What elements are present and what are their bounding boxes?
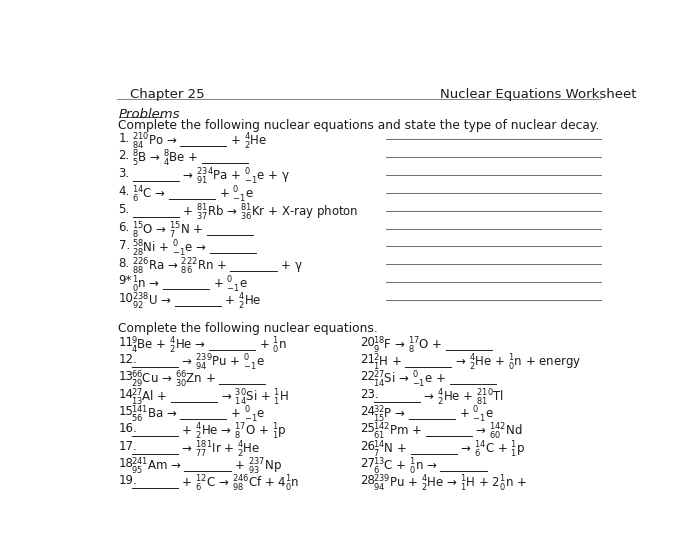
Text: $\mathregular{^{15}_{8}}$O → $\mathregular{^{15}_{7}}$N + ________: $\mathregular{^{15}_{8}}$O → $\mathregul… [132, 221, 256, 241]
Text: $\mathregular{^{210}_{84}}$Po → ________ + $\mathregular{^{4}_{2}}$He: $\mathregular{^{210}_{84}}$Po → ________… [132, 131, 267, 152]
Text: 19.: 19. [118, 474, 137, 487]
Text: $\mathregular{^{8}_{5}}$B → $\mathregular{^{8}_{4}}$Be + ________: $\mathregular{^{8}_{5}}$B → $\mathregula… [132, 149, 251, 169]
Text: $\mathregular{^{66}_{29}}$Cu → $\mathregular{^{66}_{30}}$Zn + ________: $\mathregular{^{66}_{29}}$Cu → $\mathreg… [131, 370, 267, 390]
Text: 13.: 13. [118, 370, 137, 383]
Text: 27.: 27. [360, 457, 379, 470]
Text: 20.: 20. [360, 335, 379, 349]
Text: $\mathregular{^{226}_{88}}$Ra → $\mathregular{^{222}_{86}}$Rn + ________ + γ: $\mathregular{^{226}_{88}}$Ra → $\mathre… [132, 257, 303, 277]
Text: $\mathregular{^{141}_{56}}$Ba → ________ + $\mathregular{^{0}_{-1}}$e: $\mathregular{^{141}_{56}}$Ba → ________… [131, 405, 265, 425]
Text: 4.: 4. [118, 185, 130, 198]
Text: $\mathregular{^{238}_{92}}$U → ________ + $\mathregular{^{4}_{2}}$He: $\mathregular{^{238}_{92}}$U → ________ … [132, 292, 262, 312]
Text: 22.: 22. [360, 370, 379, 383]
Text: Chapter 25: Chapter 25 [130, 89, 204, 101]
Text: 9*: 9* [118, 275, 132, 287]
Text: 26.: 26. [360, 439, 379, 452]
Text: $\mathregular{^{13}_{6}}$C + $\mathregular{^{1}_{0}}$n → ________: $\mathregular{^{13}_{6}}$C + $\mathregul… [372, 457, 489, 477]
Text: $\mathregular{^{18}_{9}}$F → $\mathregular{^{17}_{8}}$O + ________: $\mathregular{^{18}_{9}}$F → $\mathregul… [372, 335, 494, 356]
Text: Nuclear Equations Worksheet: Nuclear Equations Worksheet [440, 89, 636, 101]
Text: ________ → $\mathregular{^{239}_{94}}$Pu + $\mathregular{^{0}_{-1}}$e: ________ → $\mathregular{^{239}_{94}}$Pu… [131, 353, 265, 373]
Text: $\mathregular{^{9}_{4}}$Be + $\mathregular{^{4}_{2}}$He → ________ + $\mathregul: $\mathregular{^{9}_{4}}$Be + $\mathregul… [131, 335, 287, 356]
Text: Complete the following nuclear equations.: Complete the following nuclear equations… [118, 323, 378, 335]
Text: 7.: 7. [118, 239, 130, 252]
Text: 21.: 21. [360, 353, 379, 366]
Text: $\mathregular{^{2}_{1}}$H + ________ → $\mathregular{^{4}_{2}}$He + $\mathregula: $\mathregular{^{2}_{1}}$H + ________ → $… [372, 353, 581, 373]
Text: 25.: 25. [360, 422, 379, 435]
Text: 16.: 16. [118, 422, 137, 435]
Text: $\mathregular{^{27}_{13}}$Al + ________ → $\mathregular{^{30}_{14}}$Si + $\mathr: $\mathregular{^{27}_{13}}$Al + ________ … [131, 388, 289, 408]
Text: ________ + $\mathregular{^{12}_{6}}$C → $\mathregular{^{246}_{98}}$Cf + 4$\mathr: ________ + $\mathregular{^{12}_{6}}$C → … [131, 474, 300, 494]
Text: 8.: 8. [118, 257, 130, 270]
Text: ________ → $\mathregular{^{234}_{91}}$Pa + $\mathregular{^{0}_{-1}}$e + γ: ________ → $\mathregular{^{234}_{91}}$Pa… [132, 167, 290, 187]
Text: ________ → $\mathregular{^{181}_{77}}$Ir + $\mathregular{^{4}_{2}}$He: ________ → $\mathregular{^{181}_{77}}$Ir… [131, 439, 260, 460]
Text: $\mathregular{^{142}_{61}}$Pm + ________ → $\mathregular{^{142}_{60}}$Nd: $\mathregular{^{142}_{61}}$Pm + ________… [372, 422, 522, 442]
Text: $\mathregular{^{14}_{6}}$C → ________ + $\mathregular{^{0}_{-1}}$e: $\mathregular{^{14}_{6}}$C → ________ + … [132, 185, 254, 205]
Text: 28.: 28. [360, 474, 379, 487]
Text: 3.: 3. [118, 167, 130, 180]
Text: Complete the following nuclear equations and state the type of nuclear decay.: Complete the following nuclear equations… [118, 119, 600, 132]
Text: 5.: 5. [118, 203, 130, 216]
Text: $\mathregular{^{239}_{94}}$Pu + $\mathregular{^{4}_{2}}$He → $\mathregular{^{1}_: $\mathregular{^{239}_{94}}$Pu + $\mathre… [372, 474, 526, 494]
Text: 23.: 23. [360, 388, 379, 400]
Text: ________ + $\mathregular{^{81}_{37}}$Rb → $\mathregular{^{81}_{36}}$Kr + X-ray p: ________ + $\mathregular{^{81}_{37}}$Rb … [132, 203, 359, 223]
Text: Problems: Problems [118, 109, 180, 121]
Text: $\mathregular{^{14}_{7}}$N + ________ → $\mathregular{^{14}_{6}}$C + $\mathregul: $\mathregular{^{14}_{7}}$N + ________ → … [372, 439, 525, 460]
Text: 6.: 6. [118, 221, 130, 234]
Text: ________ → $\mathregular{^{4}_{2}}$He + $\mathregular{^{210}_{81}}$Tl: ________ → $\mathregular{^{4}_{2}}$He + … [372, 388, 504, 408]
Text: $\mathregular{^{27}_{14}}$Si → $\mathregular{^{0}_{-1}}$e + ________: $\mathregular{^{27}_{14}}$Si → $\mathreg… [372, 370, 498, 390]
Text: 10.: 10. [118, 292, 137, 305]
Text: $\mathregular{^{1}_{0}}$n → ________ + $\mathregular{^{0}_{-1}}$e: $\mathregular{^{1}_{0}}$n → ________ + $… [132, 275, 248, 295]
Text: 11.: 11. [118, 335, 137, 349]
Text: 14.: 14. [118, 388, 137, 400]
Text: 1.: 1. [118, 131, 130, 144]
Text: 15.: 15. [118, 405, 137, 418]
Text: ________ + $\mathregular{^{4}_{2}}$He → $\mathregular{^{17}_{8}}$O + $\mathregul: ________ + $\mathregular{^{4}_{2}}$He → … [131, 422, 286, 442]
Text: 24.: 24. [360, 405, 379, 418]
Text: 2.: 2. [118, 149, 130, 163]
Text: $\mathregular{^{241}_{95}}$Am → ________ + $\mathregular{^{237}_{93}}$Np: $\mathregular{^{241}_{95}}$Am → ________… [131, 457, 282, 477]
Text: $\mathregular{^{58}_{28}}$Ni + $\mathregular{^{0}_{-1}}$e → ________: $\mathregular{^{58}_{28}}$Ni + $\mathreg… [132, 239, 259, 259]
Text: 17.: 17. [118, 439, 137, 452]
Text: 12.: 12. [118, 353, 137, 366]
Text: 18.: 18. [118, 457, 137, 470]
Text: $\mathregular{^{32}_{15}}$P → ________ + $\mathregular{^{0}_{-1}}$e: $\mathregular{^{32}_{15}}$P → ________ +… [372, 405, 494, 425]
